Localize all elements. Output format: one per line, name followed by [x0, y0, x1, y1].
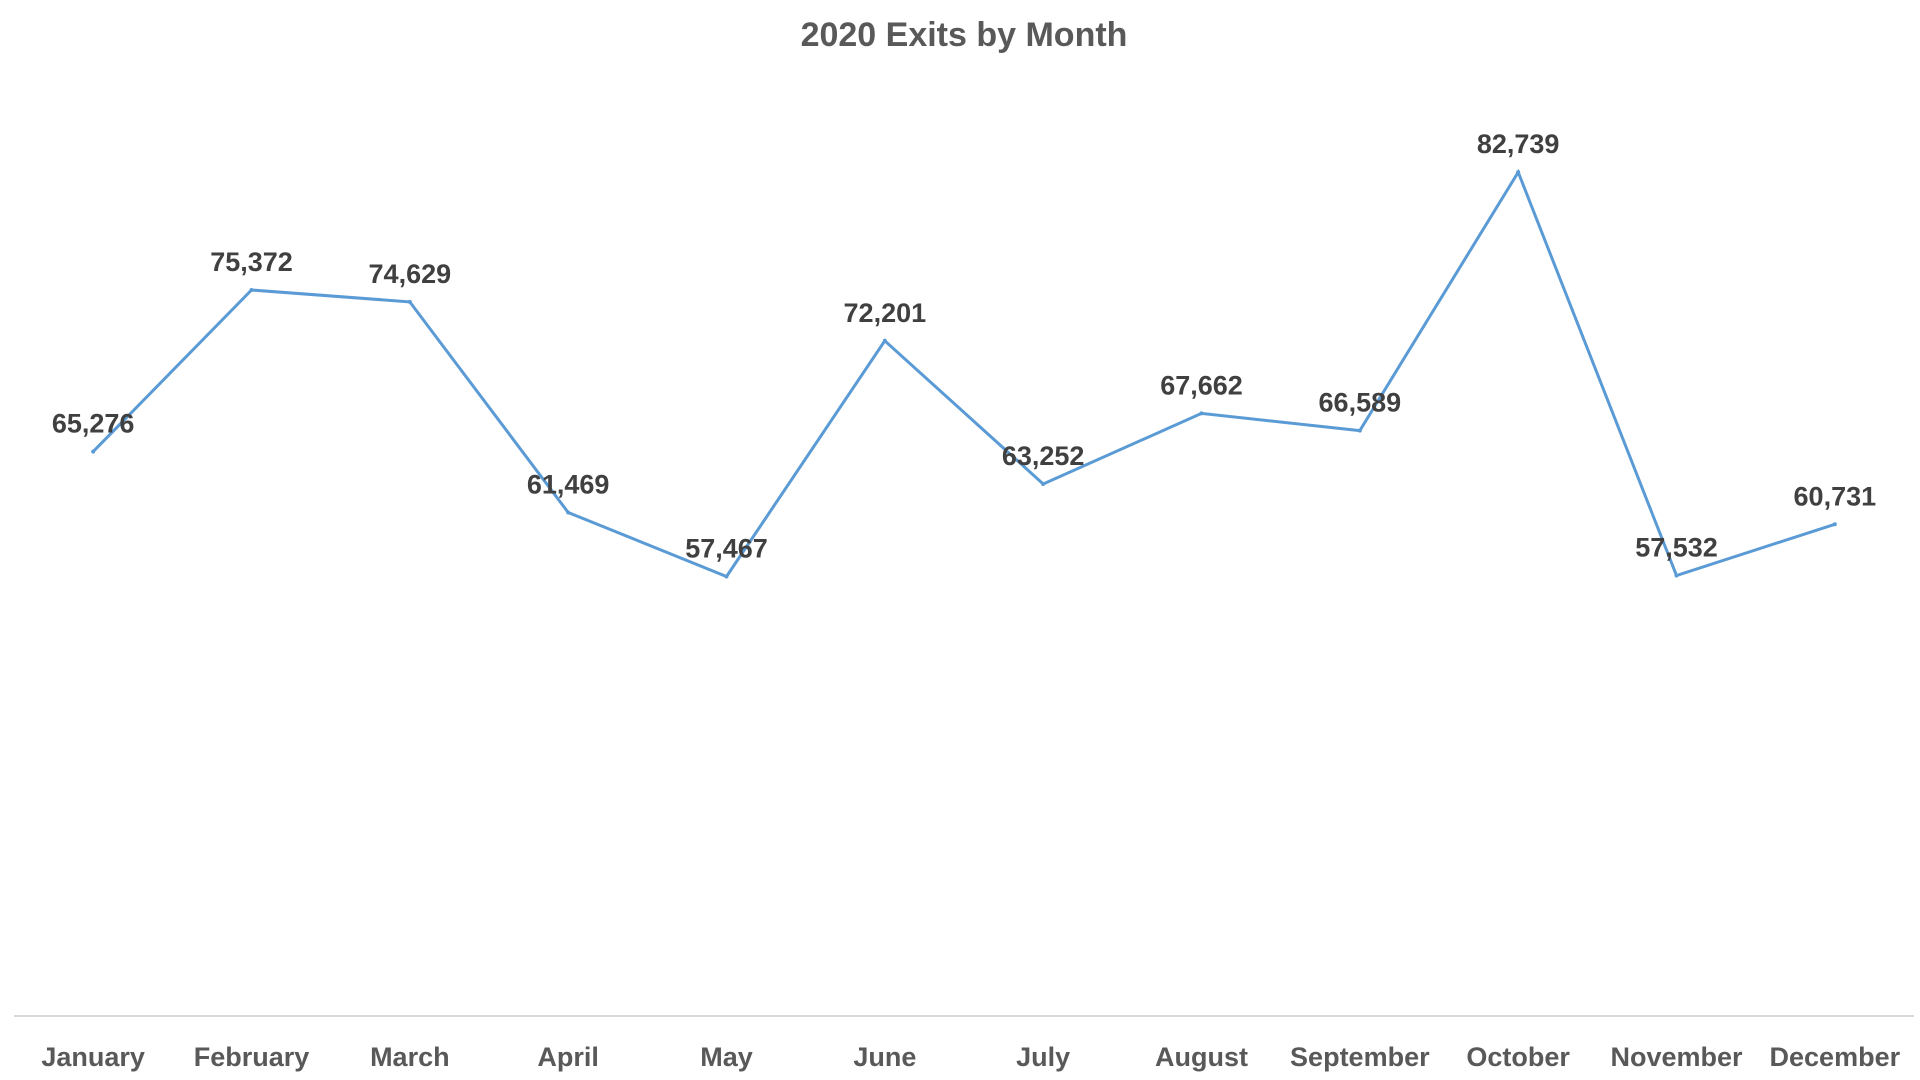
- data-point-november: [1674, 573, 1679, 578]
- data-point-january: [91, 449, 96, 454]
- data-label-october: 82,739: [1477, 129, 1560, 159]
- data-label-april: 61,469: [527, 469, 610, 499]
- data-point-september: [1357, 428, 1362, 433]
- data-point-june: [882, 338, 887, 343]
- x-tick-label-august: August: [1155, 1042, 1248, 1072]
- x-tick-label-march: March: [370, 1042, 450, 1072]
- data-labels: 65,276 75,372 74,629 61,469 57,467 72,201 63,2…: [52, 129, 1876, 563]
- x-tick-label-december: December: [1770, 1042, 1901, 1072]
- chart-title: 2020 Exits by Month: [801, 16, 1128, 54]
- x-tick-label-february: February: [194, 1042, 310, 1072]
- data-label-june: 72,201: [844, 298, 927, 328]
- data-point-april: [566, 510, 571, 515]
- data-point-october: [1516, 170, 1521, 175]
- series-line: [92, 168, 1836, 579]
- data-label-november: 57,532: [1635, 532, 1718, 562]
- data-label-february: 75,372: [210, 247, 293, 277]
- data-point-july: [1041, 481, 1046, 486]
- x-tick-label-october: October: [1466, 1042, 1570, 1072]
- data-point-february: [249, 288, 254, 293]
- x-tick-label-september: September: [1290, 1042, 1430, 1072]
- data-label-september: 66,589: [1319, 388, 1402, 418]
- data-label-march: 74,629: [369, 259, 452, 289]
- x-tick-label-april: April: [537, 1042, 599, 1072]
- data-label-december: 60,731: [1794, 481, 1877, 511]
- data-point-december: [1832, 522, 1837, 527]
- x-tick-label-january: January: [41, 1042, 145, 1072]
- data-points: [91, 170, 1837, 579]
- data-label-august: 67,662: [1160, 370, 1243, 400]
- data-point-august: [1199, 411, 1204, 416]
- x-tick-label-july: July: [1016, 1042, 1070, 1072]
- data-label-july: 63,252: [1002, 441, 1085, 471]
- x-tick-label-may: May: [700, 1042, 753, 1072]
- x-axis-tick-labels: January February March April May June July Augu…: [41, 1042, 1900, 1072]
- x-tick-label-november: November: [1610, 1042, 1743, 1072]
- data-point-may: [724, 574, 729, 579]
- data-label-january: 65,276: [52, 409, 135, 439]
- x-tick-label-june: June: [853, 1042, 916, 1072]
- data-label-may: 57,467: [685, 534, 768, 564]
- data-point-march: [407, 299, 412, 304]
